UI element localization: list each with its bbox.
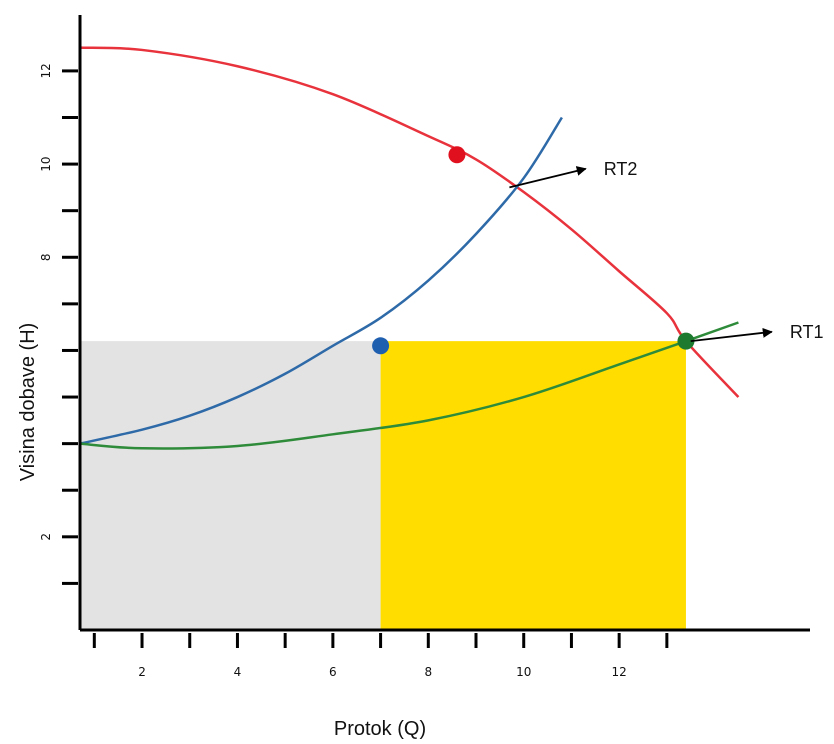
annotation-label-0: RT2 [604, 159, 638, 179]
x-tick-label: 2 [138, 665, 146, 679]
x-tick-label: 8 [424, 665, 432, 679]
point-0 [448, 146, 466, 164]
y-tick-label: 2 [39, 533, 53, 541]
y-tick-label: 10 [39, 156, 53, 171]
x-axis-title: Protok (Q) [334, 718, 426, 740]
curves [79, 46, 740, 450]
y-tick-label: 12 [39, 63, 53, 78]
y-tick-label: 8 [39, 253, 53, 261]
annotation-label-1: RT1 [790, 322, 824, 342]
annotation-arrow-0 [509, 166, 587, 189]
x-tick-label: 4 [234, 665, 242, 679]
x-tick-label: 10 [516, 665, 531, 679]
annotations: RT2 RT1 [509, 159, 824, 343]
region-0 [80, 341, 381, 630]
shaded-regions [80, 341, 686, 630]
ticks: 2 4 6 8 10 12 2 8 10 12 [39, 63, 669, 679]
point-2 [677, 332, 695, 350]
series-line-2 [79, 321, 739, 450]
series-line-1 [79, 116, 563, 445]
x-tick-label: 12 [612, 665, 627, 679]
y-axis-title: Visina dobave (H) [17, 323, 39, 482]
x-tick-label: 6 [329, 665, 337, 679]
region-1 [380, 341, 686, 630]
series-line-0 [79, 46, 740, 398]
markers [372, 146, 695, 355]
axes [78, 15, 810, 632]
point-1 [372, 337, 390, 355]
annotation-arrow-1 [690, 327, 773, 343]
